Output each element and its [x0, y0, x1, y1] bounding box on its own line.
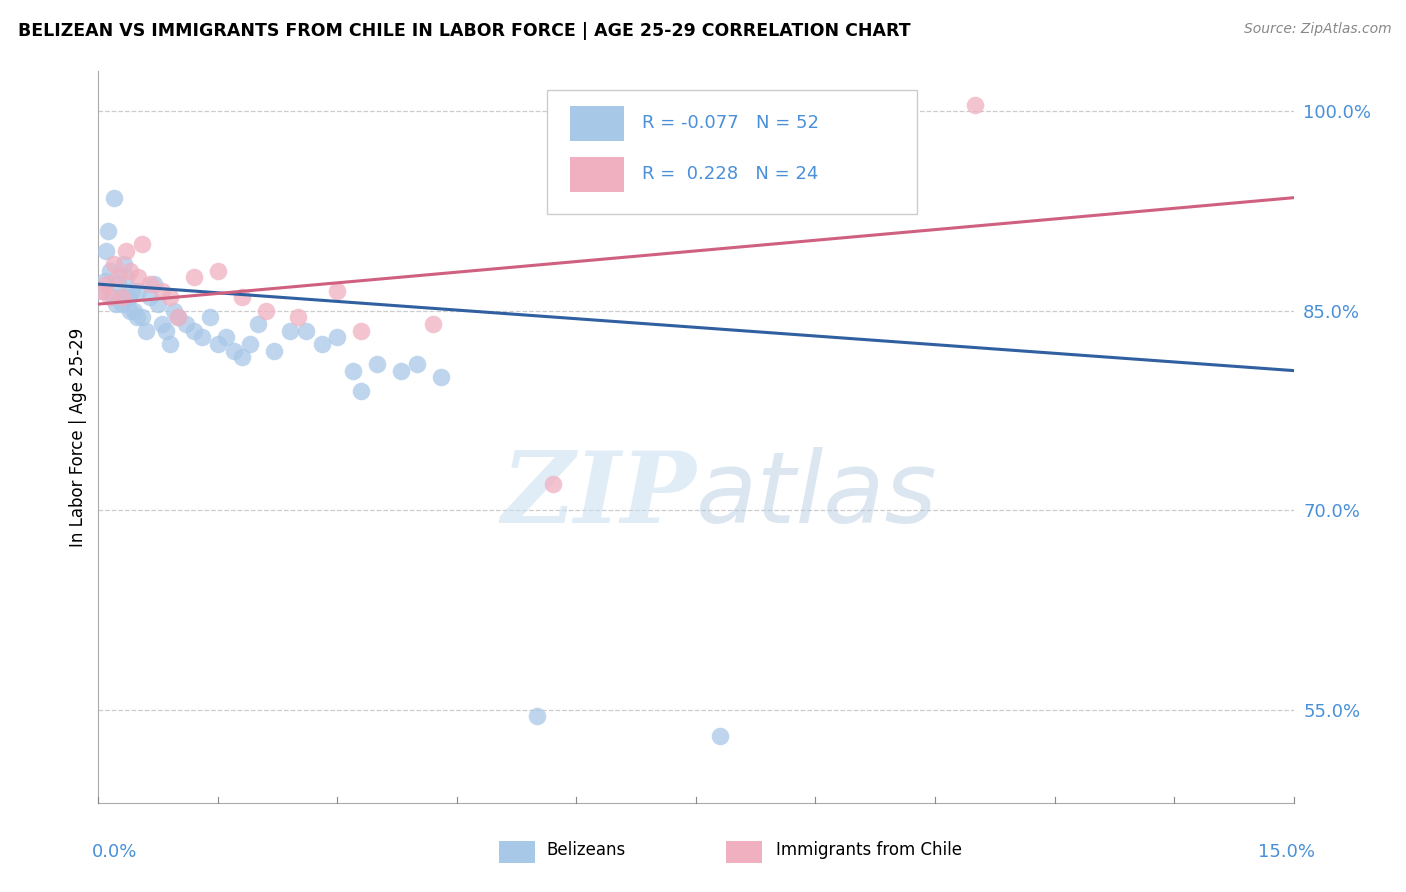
Point: [91, 284, 114, 298]
Point: [96, 244, 118, 258]
Point: [135, 324, 157, 338]
Point: [163, 303, 186, 318]
Point: [91, 284, 114, 298]
Point: [526, 709, 548, 723]
Text: BELIZEAN VS IMMIGRANTS FROM CHILE IN LABOR FORCE | AGE 25-29 CORRELATION CHART: BELIZEAN VS IMMIGRANTS FROM CHILE IN LAB…: [18, 22, 911, 40]
Point: [120, 303, 142, 318]
Point: [311, 337, 333, 351]
Point: [246, 317, 269, 331]
Text: R = -0.077   N = 52: R = -0.077 N = 52: [643, 113, 820, 131]
Point: [148, 297, 170, 311]
Point: [342, 363, 364, 377]
Point: [155, 324, 177, 338]
Point: [422, 317, 444, 331]
Point: [294, 324, 316, 338]
Point: [239, 337, 262, 351]
Point: [107, 277, 129, 292]
Point: [98, 290, 122, 304]
Point: [350, 324, 373, 338]
Point: [231, 290, 253, 304]
Y-axis label: In Labor Force | Age 25-29: In Labor Force | Age 25-29: [69, 327, 87, 547]
Point: [101, 290, 124, 304]
Point: [350, 384, 373, 398]
Point: [183, 324, 205, 338]
Text: 15.0%: 15.0%: [1257, 843, 1315, 861]
Point: [103, 191, 125, 205]
Point: [174, 317, 197, 331]
Point: [326, 284, 349, 298]
Point: [110, 290, 132, 304]
Text: Immigrants from Chile: Immigrants from Chile: [776, 841, 962, 859]
Point: [709, 729, 731, 743]
FancyBboxPatch shape: [547, 90, 917, 214]
Point: [167, 310, 190, 325]
Point: [111, 290, 134, 304]
Point: [159, 337, 181, 351]
Point: [103, 257, 125, 271]
Point: [104, 297, 127, 311]
Text: ZIP: ZIP: [501, 448, 696, 544]
Point: [118, 290, 141, 304]
Point: [278, 324, 301, 338]
FancyBboxPatch shape: [571, 106, 624, 141]
Point: [120, 264, 142, 278]
Point: [366, 357, 388, 371]
Point: [124, 303, 146, 318]
Text: R =  0.228   N = 24: R = 0.228 N = 24: [643, 165, 818, 183]
Point: [143, 277, 166, 292]
FancyBboxPatch shape: [499, 841, 534, 863]
Point: [326, 330, 349, 344]
Point: [254, 303, 277, 318]
Point: [131, 310, 153, 325]
Text: 0.0%: 0.0%: [91, 843, 136, 861]
Point: [107, 270, 129, 285]
Point: [115, 270, 138, 285]
Point: [541, 476, 564, 491]
Point: [389, 363, 412, 377]
Point: [150, 317, 173, 331]
Point: [115, 244, 138, 258]
FancyBboxPatch shape: [725, 841, 762, 863]
Point: [125, 310, 148, 325]
Point: [198, 310, 221, 325]
Point: [215, 330, 238, 344]
Point: [183, 270, 205, 285]
Point: [127, 270, 149, 285]
Point: [287, 310, 309, 325]
Text: atlas: atlas: [696, 447, 938, 544]
Point: [112, 257, 135, 271]
Point: [167, 310, 190, 325]
Point: [963, 97, 986, 112]
Point: [94, 275, 117, 289]
Point: [263, 343, 285, 358]
Point: [139, 290, 162, 304]
Point: [98, 264, 122, 278]
Point: [139, 277, 162, 292]
Point: [131, 237, 153, 252]
Point: [111, 297, 134, 311]
Point: [222, 343, 245, 358]
Point: [96, 277, 118, 292]
Point: [207, 337, 229, 351]
Point: [121, 284, 143, 298]
Point: [97, 224, 120, 238]
Point: [406, 357, 429, 371]
FancyBboxPatch shape: [571, 157, 624, 192]
Point: [150, 284, 173, 298]
Point: [159, 290, 181, 304]
Point: [127, 284, 149, 298]
Text: Belizeans: Belizeans: [547, 841, 626, 859]
Point: [231, 351, 253, 365]
Point: [191, 330, 214, 344]
Text: Source: ZipAtlas.com: Source: ZipAtlas.com: [1244, 22, 1392, 37]
Point: [207, 264, 229, 278]
Point: [430, 370, 453, 384]
